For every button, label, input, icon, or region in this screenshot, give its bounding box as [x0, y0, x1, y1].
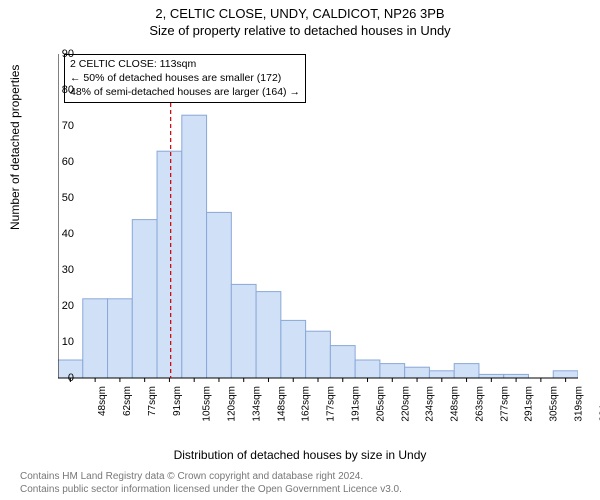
xtick-label: 77sqm	[147, 386, 158, 416]
xtick-label: 263sqm	[474, 386, 485, 422]
xtick-label: 277sqm	[499, 386, 510, 422]
annotation-line2: ← 50% of detached houses are smaller (17…	[70, 71, 300, 85]
ytick-label: 90	[44, 48, 74, 60]
xtick-label: 319sqm	[573, 386, 584, 422]
footer-line1: Contains HM Land Registry data © Crown c…	[20, 471, 600, 484]
ytick-label: 20	[44, 300, 74, 312]
footer-line2: Contains public sector information licen…	[20, 484, 600, 497]
xtick-label: 91sqm	[172, 386, 183, 416]
chart-area: 2 CELTIC CLOSE: 113sqm ← 50% of detached…	[58, 48, 578, 408]
xtick-label: 162sqm	[301, 386, 312, 422]
annotation-line3: 48% of semi-detached houses are larger (…	[70, 85, 300, 99]
xtick-label: 191sqm	[351, 386, 362, 422]
xtick-label: 148sqm	[276, 386, 287, 422]
xtick-label: 177sqm	[326, 386, 337, 422]
ytick-label: 80	[44, 84, 74, 96]
xtick-label: 248sqm	[450, 386, 461, 422]
xtick-label: 62sqm	[122, 386, 133, 416]
xtick-label: 105sqm	[202, 386, 213, 422]
annotation-line1: 2 CELTIC CLOSE: 113sqm	[70, 57, 300, 71]
ytick-label: 50	[44, 192, 74, 204]
annotation-box: 2 CELTIC CLOSE: 113sqm ← 50% of detached…	[64, 54, 306, 103]
ytick-label: 40	[44, 228, 74, 240]
xtick-label: 205sqm	[375, 386, 386, 422]
xtick-label: 305sqm	[549, 386, 560, 422]
xtick-label: 234sqm	[425, 386, 436, 422]
xtick-label: 48sqm	[97, 386, 108, 416]
xtick-label: 220sqm	[400, 386, 411, 422]
title-sub: Size of property relative to detached ho…	[0, 21, 600, 38]
title-main: 2, CELTIC CLOSE, UNDY, CALDICOT, NP26 3P…	[0, 0, 600, 21]
xtick-label: 120sqm	[227, 386, 238, 422]
xtick-label: 291sqm	[524, 386, 535, 422]
y-axis-label: Number of detached properties	[8, 65, 22, 230]
footer: Contains HM Land Registry data © Crown c…	[0, 471, 600, 496]
ytick-label: 0	[44, 372, 74, 384]
xtick-label: 134sqm	[252, 386, 263, 422]
ytick-label: 10	[44, 336, 74, 348]
ytick-label: 70	[44, 120, 74, 132]
ytick-label: 60	[44, 156, 74, 168]
chart-container: 2, CELTIC CLOSE, UNDY, CALDICOT, NP26 3P…	[0, 0, 600, 500]
x-axis-label: Distribution of detached houses by size …	[0, 448, 600, 462]
ytick-label: 30	[44, 264, 74, 276]
